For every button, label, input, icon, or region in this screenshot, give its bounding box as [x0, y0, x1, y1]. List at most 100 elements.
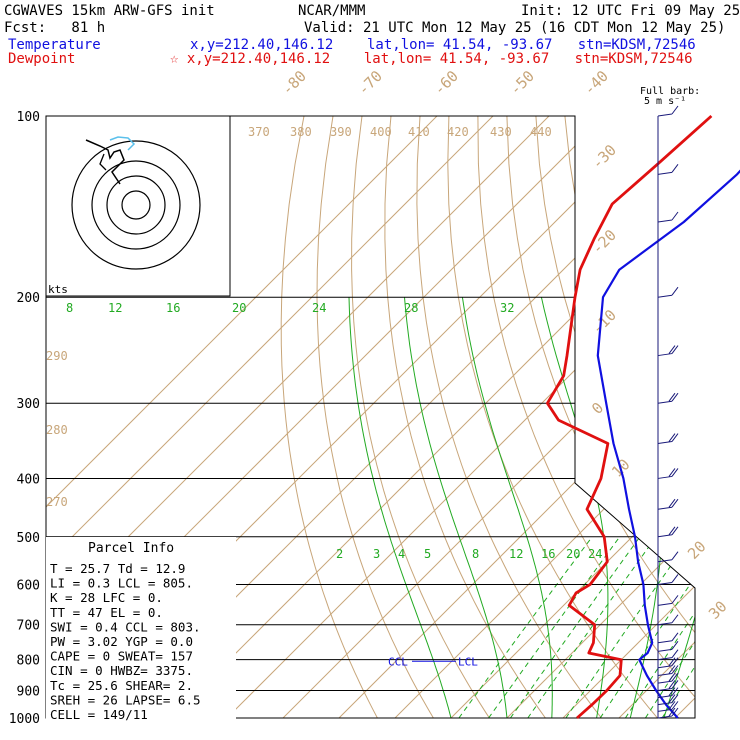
- mixing-ratio-label: 24: [312, 301, 326, 315]
- dry-adiabat: [447, 116, 658, 718]
- wind-barb: [657, 164, 679, 175]
- dry-adiabat: [280, 116, 378, 718]
- pressure-tick-label: 900: [17, 684, 40, 699]
- mixing-ratio-label: 16: [166, 301, 180, 315]
- isotherm-label: -50: [506, 67, 538, 99]
- ccl-label: CCL: [388, 655, 408, 668]
- forecast-hour: Fcst: 81 h: [4, 20, 105, 36]
- pressure-tick-label: 400: [17, 472, 40, 487]
- mixing-ratio-label: 8: [472, 547, 479, 561]
- wind-barb: [657, 701, 679, 712]
- parcel-info-row: PW = 3.02 YGP = 0.0: [50, 634, 193, 649]
- dry-adiabat: [535, 116, 695, 718]
- wind-barb: [657, 632, 679, 644]
- dewpoint-legend-info: ☆ x,y=212.40,146.12 lat,lon= 41.54, -93.…: [170, 51, 693, 67]
- wind-barb: [657, 672, 679, 684]
- parcel-info-row: CIN = 0 HWBZ= 3375.: [50, 663, 193, 678]
- hodograph: kts: [45, 115, 231, 297]
- parcel-info-row: LI = 0.3 LCL = 805.: [50, 576, 193, 591]
- isotherm-label: 20: [684, 537, 710, 563]
- parcel-info-row: SWI = 0.4 CCL = 803.: [50, 619, 201, 634]
- sounding-profiles: CCL LCL: [388, 114, 740, 720]
- dry-adiabat: [680, 116, 695, 718]
- wind-barb: [657, 468, 679, 479]
- moist-adiabat: [697, 297, 740, 718]
- pressure-tick-label: 800: [17, 654, 40, 669]
- init-time: Init: 12 UTC Fri 09 May 25: [521, 3, 740, 19]
- isotherm-line: [170, 116, 695, 718]
- wind-barb: [657, 526, 679, 538]
- mixing-ratio-label: 2: [336, 547, 343, 561]
- moist-adiabat: [404, 297, 508, 718]
- isotherm-label: -70: [354, 67, 386, 99]
- wind-barb: [657, 498, 679, 510]
- dry-adiabat: [651, 116, 695, 718]
- mixing-ratio-label: 8: [66, 301, 73, 315]
- theta-label: 440: [530, 125, 552, 139]
- wind-barb: [657, 345, 679, 357]
- theta-label: 270: [46, 495, 68, 509]
- mixing-ratio-line: [624, 536, 695, 718]
- mixing-ratio-label: 24: [588, 547, 602, 561]
- isotherm-line: [394, 116, 695, 718]
- parcel-info-row: SREH = 26 LAPSE= 6.5: [50, 692, 201, 707]
- mixing-ratio-label: 32: [500, 301, 514, 315]
- pressure-tick-label: 600: [17, 578, 40, 593]
- pressure-tick-label: 500: [17, 531, 40, 546]
- hodograph-ring: [91, 160, 181, 250]
- mixing-ratio-label: 12: [509, 547, 523, 561]
- theta-label: 420: [447, 125, 469, 139]
- isotherm-line: [731, 116, 740, 718]
- theta-label: 390: [330, 125, 352, 139]
- isotherm-label: -40: [580, 67, 612, 99]
- hodograph-ring: [71, 140, 201, 270]
- wind-barb: [657, 105, 679, 117]
- barb-key-line2: 5 m s⁻¹: [644, 96, 686, 107]
- temperature-legend-info: x,y=212.40,146.12 lat,lon= 41.54, -93.67…: [190, 37, 696, 53]
- wind-barb: [657, 707, 679, 719]
- wind-barb: [657, 211, 679, 223]
- mixing-ratio-line: [488, 536, 621, 718]
- barb-key-line1: Full barb:: [640, 86, 700, 97]
- barb-key: Full barb: 5 m s⁻¹: [640, 86, 700, 107]
- mixing-ratio-label: 28: [404, 301, 418, 315]
- dry-adiabat: [316, 116, 434, 718]
- mixing-ratio-line: [527, 536, 657, 718]
- pressure-tick-label: 200: [17, 291, 40, 306]
- isotherm-line: [450, 116, 695, 718]
- wind-barb: [657, 694, 679, 706]
- theta-label: 430: [490, 125, 512, 139]
- isotherm-line: [46, 116, 494, 718]
- wind-barb: [657, 286, 679, 298]
- mixing-ratio-label: 3: [373, 547, 380, 561]
- mixing-ratio-label: 20: [566, 547, 580, 561]
- wind-barb: [657, 392, 679, 404]
- theta-label: 290: [46, 349, 68, 363]
- dewpoint-legend-label: Dewpoint: [8, 51, 75, 67]
- wind-barb: [657, 641, 679, 652]
- mixing-ratio-label: 16: [541, 547, 555, 561]
- parcel-info-row: Tc = 25.6 SHEAR= 2.: [50, 678, 193, 693]
- mixing-ratio-label: 20: [232, 301, 246, 315]
- wind-barb: [657, 649, 679, 661]
- mixing-ratio-line: [458, 536, 593, 718]
- pressure-axis: 100 200 300 400 500 600 700 800 900 1000: [9, 110, 40, 727]
- moist-adiabat: [663, 297, 695, 718]
- mixing-ratio-line: [565, 536, 692, 718]
- wind-barbs: [657, 105, 679, 719]
- isotherm-line: [226, 116, 695, 718]
- isotherm-label: -10: [588, 306, 620, 338]
- mixing-ratio-line: [599, 536, 695, 718]
- parcel-info-row: K = 28 LFC = 0.: [50, 590, 163, 605]
- wind-barb: [657, 687, 679, 699]
- wind-barb: [657, 574, 679, 585]
- mixing-ratio-label: 5: [424, 547, 431, 561]
- dry-adiabat: [351, 116, 490, 718]
- isotherm-label: 0: [588, 399, 607, 418]
- parcel-info-row: CAPE = 0 SWEAT= 157: [50, 649, 193, 664]
- pressure-tick-label: 1000: [9, 712, 40, 727]
- mixing-ratio-label: 12: [108, 301, 122, 315]
- header: CGWAVES 15km ARW-GFS init NCAR/MMM Init:…: [4, 3, 740, 67]
- isotherm-line: [46, 116, 438, 718]
